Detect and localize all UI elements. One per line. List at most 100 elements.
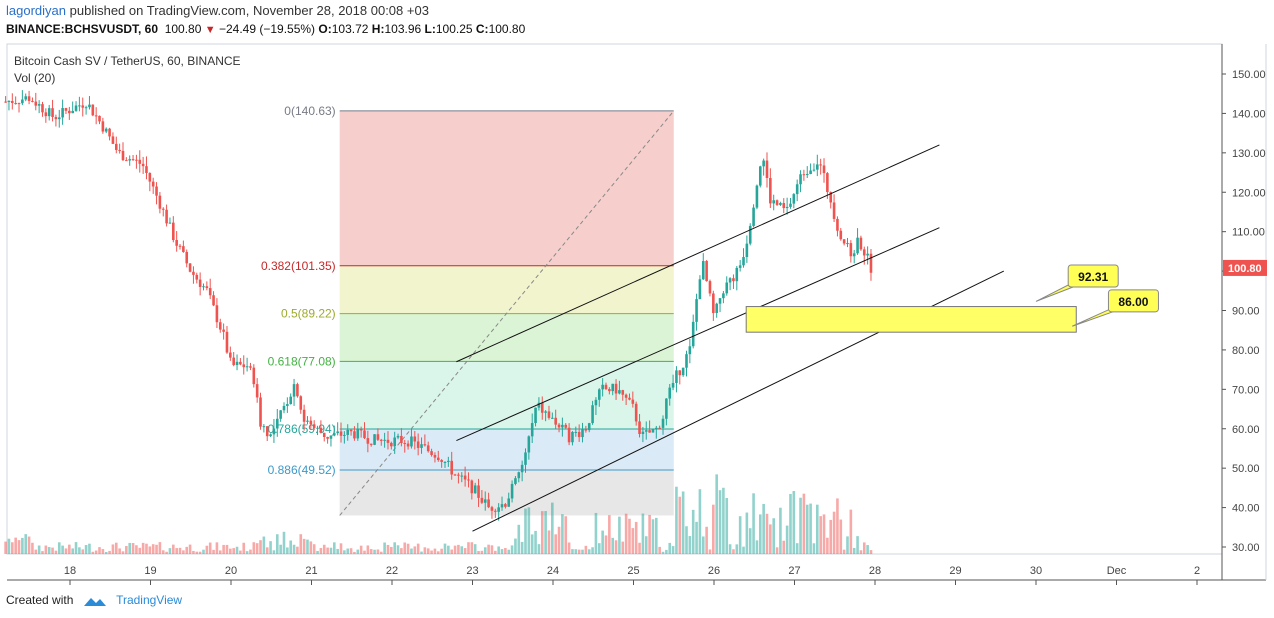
volume-bar-247	[832, 511, 836, 554]
candle-body-88	[299, 396, 303, 410]
candle-body-63	[215, 305, 219, 323]
volume-bar-134	[453, 545, 457, 554]
candle-body-253	[852, 253, 856, 257]
volume-bar-54	[185, 546, 189, 554]
volume-bar-4	[17, 540, 21, 554]
volume-bar-220	[742, 546, 745, 554]
target-zone-box[interactable]	[745, 306, 1077, 333]
candle-body-198	[668, 387, 672, 399]
volume-bar-213	[718, 490, 722, 554]
candle-body-141	[477, 485, 480, 498]
volume-bar-143	[483, 547, 487, 554]
candle-body-103	[349, 429, 353, 432]
candle-body-196	[661, 418, 665, 428]
volume-bar-88	[299, 534, 303, 554]
fibonacci-retracement[interactable]: 0(140.63) 0.382(101.35) 0.5(89.22) 0.618(77…	[261, 104, 675, 516]
volume-bar-106	[359, 545, 363, 554]
volume-bar-155	[524, 508, 527, 554]
time-axis[interactable]: 18 19 20 21 22 23 24 25 26 27 28 29 30 Dec 2	[64, 565, 1200, 585]
candle-body-32	[111, 136, 115, 144]
volume-bar-132	[447, 545, 450, 554]
target-zone[interactable]: 92.31 86.00	[745, 264, 1159, 333]
volume-bar-44	[151, 544, 155, 554]
candle-body-49	[168, 222, 172, 224]
fib-level-label-4: 0.786(59.94)	[268, 422, 336, 436]
candle-body-76	[259, 397, 262, 427]
volume-bar-5	[21, 537, 24, 554]
candle-body-112	[379, 439, 383, 441]
volume-bar-96	[326, 547, 329, 554]
volume-bar-226	[762, 503, 765, 554]
candle-body-64	[218, 322, 222, 330]
volume-bar-145	[490, 545, 494, 554]
candle-body-164	[554, 417, 557, 425]
volume-bar-23	[81, 549, 85, 554]
volume-bar-174	[587, 549, 591, 554]
candle-body-159	[537, 402, 541, 408]
volume-bar-99	[336, 548, 339, 554]
symbol-name: BINANCE:BCHSVUSDT, 60	[6, 22, 159, 36]
volume-bar-119	[403, 542, 407, 554]
candle-body-62	[212, 295, 215, 306]
volume-bar-75	[255, 543, 259, 554]
candle-body-162	[547, 411, 551, 418]
candle-body-205	[691, 321, 695, 347]
candle-body-30	[104, 128, 108, 132]
volume-bar-253	[852, 547, 856, 554]
volume-bar-56	[192, 550, 195, 554]
callout-box-1[interactable]	[1107, 289, 1159, 313]
volume-bar-210	[708, 549, 712, 554]
candle-body-140	[473, 485, 477, 494]
channel-line-0[interactable]	[456, 144, 940, 363]
volume-bar-107	[363, 550, 366, 554]
volume-bar-221	[745, 512, 749, 554]
volume-bar-16	[57, 542, 61, 554]
tradingview-link[interactable]: TradingView	[116, 593, 183, 607]
volume-bar-126	[426, 548, 430, 554]
volume-bar-166	[561, 514, 564, 554]
volume-bar-84	[286, 547, 289, 554]
candle-body-22	[78, 105, 81, 107]
candle-body-237	[799, 174, 802, 185]
candle-body-10	[37, 104, 41, 106]
candle-body-176	[594, 399, 598, 406]
x-tick-label-4: 22	[386, 565, 398, 577]
volume-bar-218	[735, 544, 739, 554]
author-link[interactable]: lagordiyan	[6, 3, 66, 18]
candle-body-155	[524, 452, 527, 465]
x-tick-label-3: 21	[305, 565, 317, 577]
volume-bar-209	[705, 526, 708, 554]
candle-body-42	[145, 166, 148, 173]
volume-bar-104	[353, 551, 356, 554]
candles	[4, 90, 873, 521]
volume-bar-214	[722, 487, 725, 554]
candle-body-35	[121, 150, 125, 161]
volume-bar-195	[658, 546, 661, 554]
volume-bar-236	[795, 543, 799, 554]
channel-line-1[interactable]	[456, 227, 940, 442]
volume-bar-258	[869, 550, 873, 554]
candle-body-96	[326, 436, 329, 439]
callout-box-0[interactable]	[1067, 264, 1119, 288]
last-price-tag[interactable]	[1223, 259, 1267, 276]
volume-bar-216	[728, 544, 732, 554]
volume-bar-241	[812, 543, 816, 554]
fib-trend-line	[339, 110, 675, 516]
fib-level-label-2: 0.5(89.22)	[281, 307, 336, 321]
candle-body-90	[306, 420, 309, 422]
volume-bar-50	[172, 544, 175, 554]
volume-bar-191	[644, 536, 648, 554]
price-axis[interactable]: 150.00140.00130.00120.00110.00100.0090.0…	[1222, 69, 1267, 554]
candle-body-26	[91, 104, 95, 116]
candle-body-227	[765, 160, 769, 178]
candle-body-139	[470, 480, 474, 494]
volume-bar-229	[772, 518, 776, 554]
candle-body-40	[138, 159, 142, 164]
volume-bar-89	[302, 538, 306, 554]
candle-body-105	[356, 429, 360, 439]
volume-bar-72	[245, 551, 249, 554]
volume-bar-207	[698, 489, 702, 554]
volume-bar-190	[641, 513, 645, 554]
candle-body-183	[618, 390, 621, 394]
